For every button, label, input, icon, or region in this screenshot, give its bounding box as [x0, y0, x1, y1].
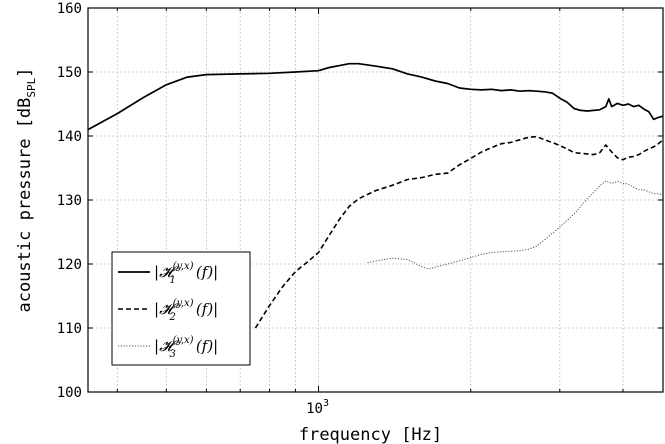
series-lines — [87, 62, 664, 329]
y-tick-label: 110 — [57, 321, 82, 337]
y-axis-label-main: acoustic pressure [dB — [15, 98, 35, 313]
legend-label-3: |𝓗(y,x) 3 (f)| — [154, 335, 218, 360]
series-1-line — [87, 62, 664, 131]
x-axis-label: frequency [Hz] — [299, 425, 442, 444]
x-tick-label-1000: 103 — [306, 398, 329, 417]
legend: |𝓗(y,x) 1 (f)| |𝓗(y,x) 2 (f)| |𝓗(y,x) 3 (f)| — [111, 251, 251, 366]
y-tick-label: 100 — [57, 385, 82, 401]
x-tick-exponent: 3 — [323, 398, 329, 409]
y-axis-label-subscript: SPL — [25, 77, 38, 97]
series-3-line — [367, 180, 664, 270]
legend-label-2: |𝓗(y,x) 2 (f)| — [154, 298, 218, 323]
axis-ticks: 100 110 120 130 140 150 160 103 — [57, 1, 663, 417]
y-tick-label: 130 — [57, 193, 82, 209]
y-tick-label: 140 — [57, 129, 82, 145]
y-tick-label: 160 — [57, 1, 82, 17]
y-tick-label: 150 — [57, 65, 82, 81]
legend-label-1: |𝓗(y,x) 1 (f)| — [154, 261, 218, 286]
y-tick-label: 120 — [57, 257, 82, 273]
y-axis-label-close: ] — [15, 67, 35, 77]
x-tick-base: 10 — [306, 401, 323, 417]
y-axis-label: acoustic pressure [dBSPL] — [15, 67, 38, 312]
series-2-line — [254, 135, 664, 329]
